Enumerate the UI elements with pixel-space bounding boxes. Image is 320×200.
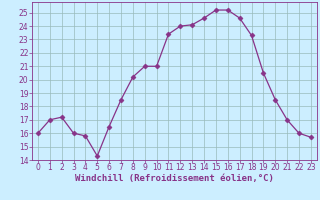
X-axis label: Windchill (Refroidissement éolien,°C): Windchill (Refroidissement éolien,°C) xyxy=(75,174,274,183)
